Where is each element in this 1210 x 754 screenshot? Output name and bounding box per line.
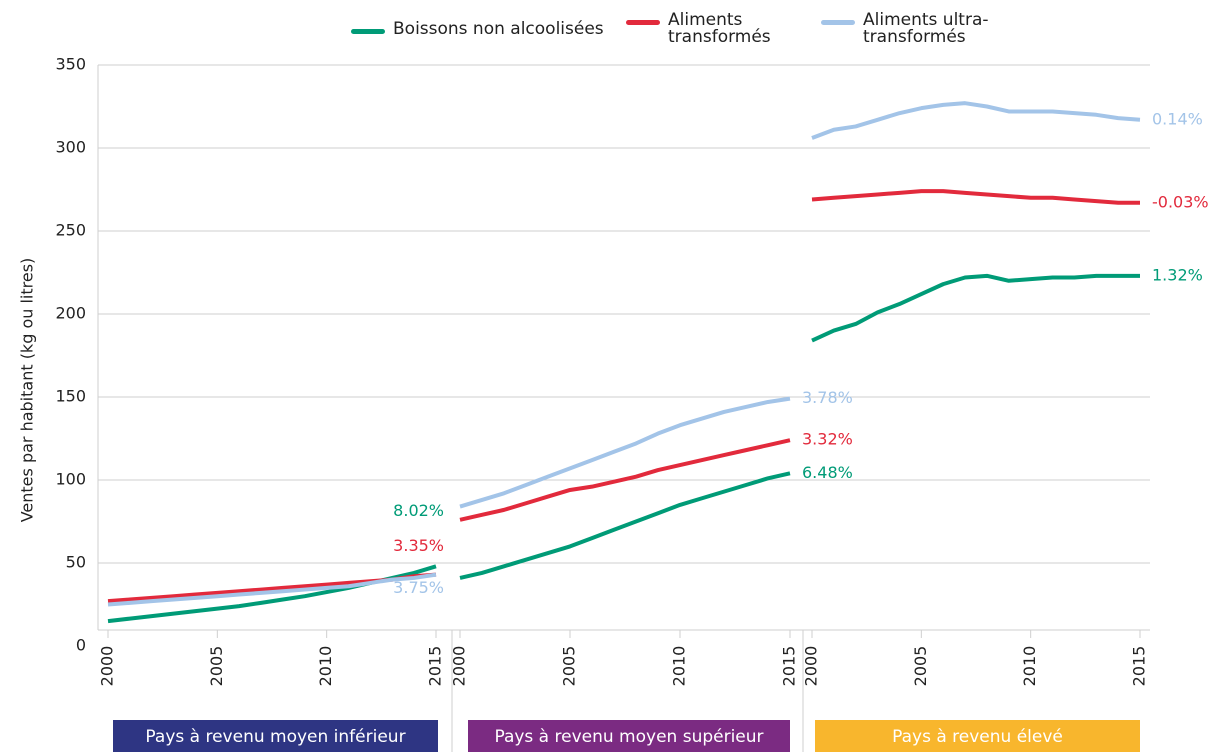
x-tick-label: 2010 bbox=[670, 646, 689, 687]
line-series bbox=[811, 273, 1140, 343]
y-tick-label: 150 bbox=[55, 387, 86, 406]
x-tick-label: 2010 bbox=[316, 646, 335, 687]
y-axis-label: Ventes par habitant (kg ou litres) bbox=[18, 258, 37, 523]
growth-label: 3.78% bbox=[802, 388, 853, 407]
panel-label: Pays à revenu élevé bbox=[815, 720, 1140, 752]
legend-entry: Boissons non alcoolisées bbox=[351, 21, 653, 38]
x-tick-label: 2015 bbox=[1130, 646, 1149, 687]
x-tick-label: 2005 bbox=[560, 646, 579, 687]
x-tick-label: 2005 bbox=[911, 646, 930, 687]
legend-swatch bbox=[821, 20, 855, 25]
panel-label: Pays à revenu moyen inférieur bbox=[113, 720, 438, 752]
legend-entry: Aliments transformés bbox=[626, 12, 778, 46]
y-tick-label: 50 bbox=[66, 553, 86, 572]
line-series bbox=[459, 438, 791, 522]
y-tick-label: 300 bbox=[55, 138, 86, 157]
line-series bbox=[459, 471, 791, 580]
y-tick-label: 0 bbox=[76, 636, 86, 655]
x-tick-label: 2000 bbox=[98, 646, 117, 687]
x-tick-label: 2010 bbox=[1020, 646, 1039, 687]
legend-swatch bbox=[626, 20, 660, 25]
growth-label: 1.32% bbox=[1152, 265, 1203, 284]
y-tick-label: 250 bbox=[55, 221, 86, 240]
legend-swatch bbox=[351, 29, 385, 34]
x-tick-label: 2000 bbox=[450, 646, 469, 687]
y-tick-label: 200 bbox=[55, 304, 86, 323]
growth-label: 3.32% bbox=[802, 430, 853, 449]
line-series bbox=[811, 189, 1140, 205]
legend-entry: Aliments ultra-transformés bbox=[821, 12, 1033, 46]
y-tick-label: 350 bbox=[55, 55, 86, 74]
growth-label: 3.75% bbox=[393, 578, 444, 597]
x-tick-label: 2000 bbox=[802, 646, 821, 687]
growth-label: 3.35% bbox=[393, 536, 444, 555]
x-tick-label: 2015 bbox=[780, 646, 799, 687]
y-tick-label: 100 bbox=[55, 470, 86, 489]
panel-label: Pays à revenu moyen supérieur bbox=[468, 720, 790, 752]
line-series bbox=[811, 101, 1141, 140]
x-tick-label: 2005 bbox=[207, 646, 226, 687]
line-series bbox=[107, 572, 437, 607]
line-series bbox=[459, 396, 791, 509]
growth-label: -0.03% bbox=[1152, 192, 1209, 211]
growth-label: 6.48% bbox=[802, 463, 853, 482]
x-tick-label: 2015 bbox=[426, 646, 445, 687]
growth-label: 0.14% bbox=[1152, 109, 1203, 128]
growth-label: 8.02% bbox=[393, 501, 444, 520]
